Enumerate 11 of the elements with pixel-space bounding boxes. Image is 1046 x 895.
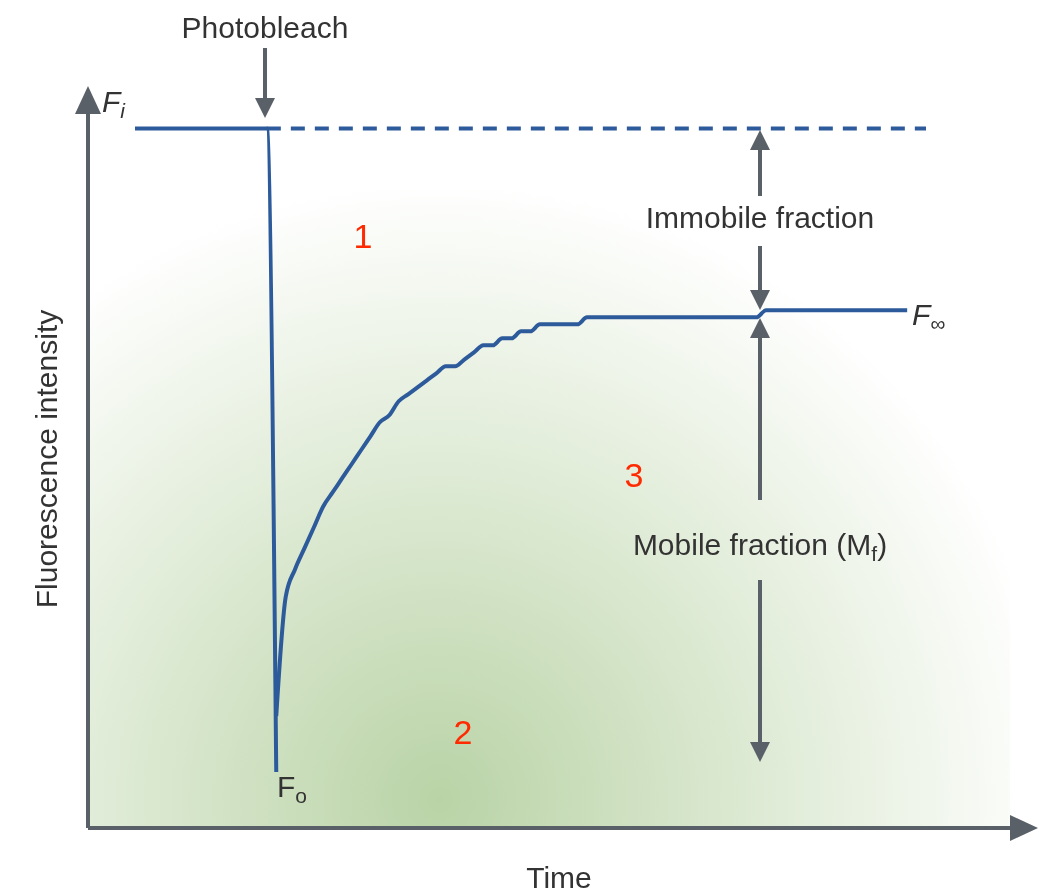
y-axis-title: Fluorescence intensity bbox=[29, 309, 63, 609]
text: F$_{i}$ bbox=[102, 85, 127, 123]
x-axis-title: Time bbox=[526, 861, 592, 894]
annotation: 3 bbox=[624, 456, 644, 494]
annotation: Immobile fraction bbox=[645, 201, 875, 234]
annotation: Mobile fraction (M$_{f}$) bbox=[632, 528, 888, 566]
annotation: 1 bbox=[353, 217, 373, 255]
text: Photobleach bbox=[181, 11, 349, 44]
annotation: 2 bbox=[453, 713, 473, 751]
annotation: F$_{o}$ bbox=[277, 770, 308, 808]
annotation: F$_{∞}$ bbox=[912, 298, 946, 336]
